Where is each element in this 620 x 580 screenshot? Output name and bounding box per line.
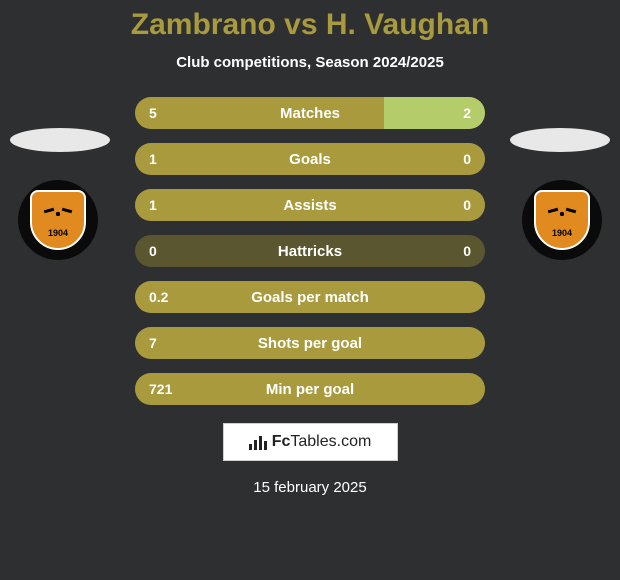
player-silhouette-right [510,128,610,152]
player-silhouette-left [10,128,110,152]
club-shield-icon: 1904 [534,190,590,250]
stat-label: Min per goal [135,373,485,405]
logo-text: FcTables.com [272,433,372,451]
stat-label: Hattricks [135,235,485,267]
club-badge-left: 1904 [18,180,98,260]
stat-row: 10Assists [135,189,485,221]
stat-row: 00Hattricks [135,235,485,267]
stat-label: Goals [135,143,485,175]
stat-row: 7Shots per goal [135,327,485,359]
stat-row: 721Min per goal [135,373,485,405]
club-year-right: 1904 [552,228,572,238]
bar-chart-icon [249,434,267,450]
stat-label: Assists [135,189,485,221]
stat-label: Shots per goal [135,327,485,359]
stat-label: Goals per match [135,281,485,313]
club-badge-right: 1904 [522,180,602,260]
page-title: Zambrano vs H. Vaughan [0,0,620,42]
page-subtitle: Club competitions, Season 2024/2025 [0,54,620,71]
stat-row: 10Goals [135,143,485,175]
stats-bars-container: 52Matches 10Goals 10Assists 00Hattricks 0.2G… [135,97,485,405]
club-shield-icon: 1904 [30,190,86,250]
stat-row: 0.2Goals per match [135,281,485,313]
footer-date: 15 february 2025 [0,479,620,496]
tiger-icon [41,202,75,226]
fctables-logo[interactable]: FcTables.com [223,423,398,461]
stat-row: 52Matches [135,97,485,129]
tiger-icon [545,202,579,226]
stat-label: Matches [135,97,485,129]
club-year-left: 1904 [48,228,68,238]
